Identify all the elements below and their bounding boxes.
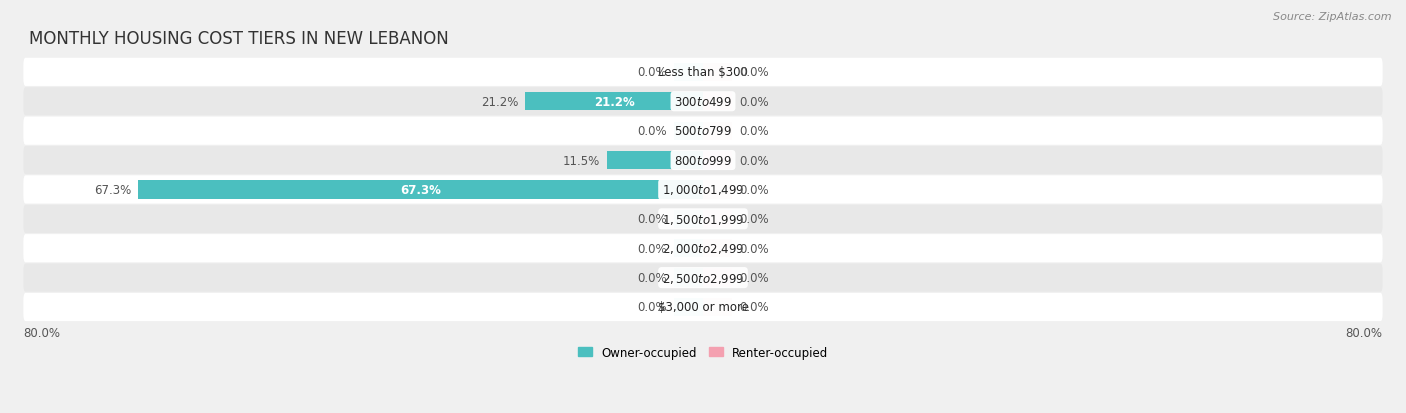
FancyBboxPatch shape bbox=[24, 176, 1382, 204]
Bar bbox=[673, 240, 703, 258]
Bar bbox=[524, 93, 703, 111]
FancyBboxPatch shape bbox=[24, 235, 1382, 263]
Text: 0.0%: 0.0% bbox=[740, 66, 769, 79]
Bar bbox=[673, 298, 703, 316]
Bar bbox=[673, 64, 703, 82]
Text: 11.5%: 11.5% bbox=[562, 154, 600, 167]
FancyBboxPatch shape bbox=[24, 293, 1382, 321]
Bar bbox=[703, 298, 733, 316]
Text: Source: ZipAtlas.com: Source: ZipAtlas.com bbox=[1274, 12, 1392, 22]
Text: 67.3%: 67.3% bbox=[94, 183, 132, 197]
Text: 80.0%: 80.0% bbox=[24, 326, 60, 339]
Text: 0.0%: 0.0% bbox=[740, 242, 769, 255]
Text: 0.0%: 0.0% bbox=[637, 242, 666, 255]
Text: 67.3%: 67.3% bbox=[401, 183, 441, 197]
FancyBboxPatch shape bbox=[24, 117, 1382, 145]
Text: MONTHLY HOUSING COST TIERS IN NEW LEBANON: MONTHLY HOUSING COST TIERS IN NEW LEBANO… bbox=[28, 29, 449, 47]
Text: $1,500 to $1,999: $1,500 to $1,999 bbox=[662, 212, 744, 226]
Text: 0.0%: 0.0% bbox=[740, 95, 769, 109]
Bar bbox=[673, 210, 703, 228]
Bar bbox=[138, 181, 703, 199]
Text: 0.0%: 0.0% bbox=[637, 213, 666, 226]
Legend: Owner-occupied, Renter-occupied: Owner-occupied, Renter-occupied bbox=[572, 341, 834, 363]
Text: $3,000 or more: $3,000 or more bbox=[658, 301, 748, 314]
Text: $2,000 to $2,499: $2,000 to $2,499 bbox=[662, 242, 744, 256]
Text: $300 to $499: $300 to $499 bbox=[673, 95, 733, 109]
Text: 0.0%: 0.0% bbox=[637, 301, 666, 314]
Text: 0.0%: 0.0% bbox=[637, 125, 666, 138]
Text: 0.0%: 0.0% bbox=[740, 301, 769, 314]
Bar bbox=[703, 64, 733, 82]
Text: 21.2%: 21.2% bbox=[593, 95, 634, 109]
Bar bbox=[673, 122, 703, 140]
Bar bbox=[606, 152, 703, 170]
Text: 80.0%: 80.0% bbox=[1346, 326, 1382, 339]
FancyBboxPatch shape bbox=[24, 59, 1382, 87]
Bar bbox=[703, 181, 733, 199]
Text: 0.0%: 0.0% bbox=[740, 154, 769, 167]
FancyBboxPatch shape bbox=[24, 205, 1382, 233]
Bar bbox=[703, 93, 733, 111]
FancyBboxPatch shape bbox=[24, 147, 1382, 175]
Text: 0.0%: 0.0% bbox=[637, 66, 666, 79]
Bar bbox=[703, 240, 733, 258]
Text: $1,000 to $1,499: $1,000 to $1,499 bbox=[662, 183, 744, 197]
Text: 21.2%: 21.2% bbox=[481, 95, 519, 109]
Bar bbox=[703, 122, 733, 140]
Bar bbox=[703, 152, 733, 170]
Text: 0.0%: 0.0% bbox=[740, 271, 769, 285]
Text: $500 to $799: $500 to $799 bbox=[673, 125, 733, 138]
FancyBboxPatch shape bbox=[24, 88, 1382, 116]
Bar bbox=[673, 269, 703, 287]
Text: 0.0%: 0.0% bbox=[740, 125, 769, 138]
Text: $800 to $999: $800 to $999 bbox=[673, 154, 733, 167]
Text: 0.0%: 0.0% bbox=[740, 183, 769, 197]
Text: 0.0%: 0.0% bbox=[637, 271, 666, 285]
Bar bbox=[703, 210, 733, 228]
Text: $2,500 to $2,999: $2,500 to $2,999 bbox=[662, 271, 744, 285]
Text: 0.0%: 0.0% bbox=[740, 213, 769, 226]
FancyBboxPatch shape bbox=[24, 264, 1382, 292]
Bar bbox=[703, 269, 733, 287]
Text: Less than $300: Less than $300 bbox=[658, 66, 748, 79]
